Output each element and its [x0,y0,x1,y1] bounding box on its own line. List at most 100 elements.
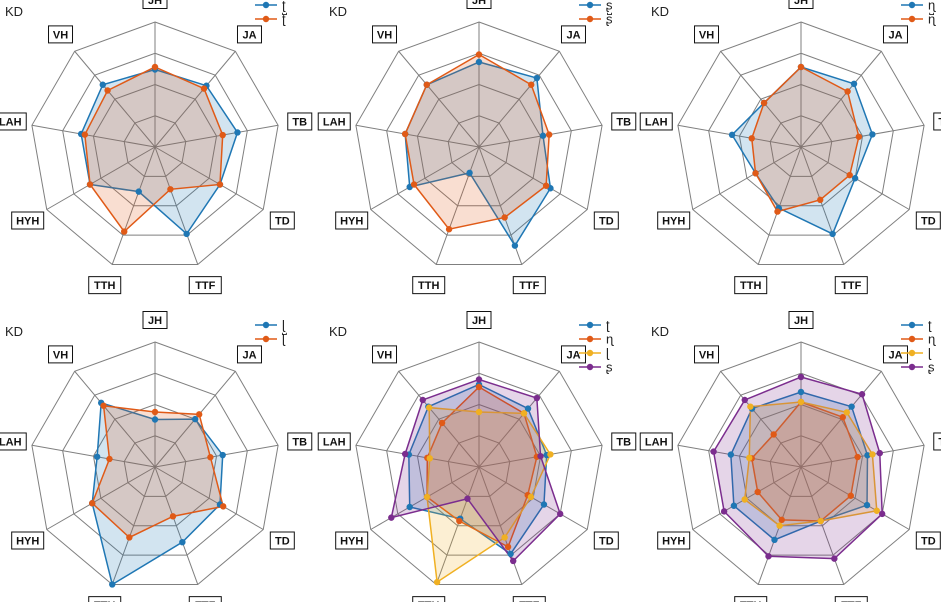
axis-label-box [657,211,691,230]
data-point [528,81,535,88]
axis-label-box [560,25,586,44]
axis-label-text: TTF [841,600,861,602]
axis-label-text: TTH [418,280,439,292]
axis-label-box [834,276,868,295]
legend-marker [586,1,594,9]
spoke [478,466,523,585]
grid-ring-2 [416,83,542,207]
axis-label-text: LAH [323,116,346,128]
data-point [195,411,203,418]
axis-label-text: JH [148,0,162,7]
data-point [839,414,846,421]
legend-label: ʈ [282,12,286,27]
data-point [106,455,113,463]
axis-label: JH [142,311,168,329]
data-point [545,131,553,138]
axis-label-box [593,211,619,230]
data-point [524,405,532,412]
panel-label: KD [651,4,669,19]
axis-label-text: TB [938,116,941,128]
axis-label: TTF [512,596,546,602]
data-point [850,80,858,88]
axis-label: JA [236,25,262,44]
spoke [154,466,264,530]
axis-label: HYH [335,531,369,550]
axis-label: TTF [512,276,546,295]
data-point [540,501,548,508]
axis-label-box [317,432,351,451]
spoke [478,50,560,148]
data-point [878,510,886,518]
legend-label: ɳ [928,12,936,27]
spoke [435,146,480,265]
legend-label: ɭ [606,346,610,361]
axis-label-box [142,311,168,329]
grid-ring-1 [769,435,833,497]
spoke [677,444,802,468]
data-point [876,449,883,457]
axis-label-box [466,311,492,329]
legend-label: ʂ [606,360,613,375]
data-point [542,182,550,189]
data-point [86,181,94,188]
data-point [121,228,128,235]
spoke [355,124,480,148]
axis-label-text: JA [242,349,256,361]
data-point [765,553,772,560]
legend: ɭ̺ɭ [255,318,287,347]
data-point [864,452,871,459]
series-area-2 [91,404,225,539]
legend-item: ʂ [901,360,935,375]
data-point [109,581,116,588]
axis-label-text: VH [53,29,68,41]
axis-label-text: VH [699,349,714,361]
legend-item: ʈ [255,12,286,27]
legend-label: ɳ [928,332,936,347]
grid-ring-4 [355,341,603,585]
axis-label-text: JH [472,0,486,7]
data-point [710,448,717,455]
grid-ring-3 [708,52,894,236]
data-point [754,488,761,496]
data-point [537,452,544,460]
panel-label: KD [5,324,23,339]
data-point [183,230,190,238]
data-point [151,408,159,416]
axis-label-text: HYH [662,216,685,228]
legend-marker [586,363,594,371]
axis-label: TD [593,211,619,230]
data-point [207,454,214,461]
legend-item: ɳ [901,332,936,347]
axis-label: VH [48,345,74,364]
axis-label-box [788,0,814,9]
grid-ring-3 [386,52,572,236]
data-point [748,135,755,142]
series-area-3 [743,401,878,527]
axis-label-box [188,596,222,602]
axis-label-text: TTH [94,600,115,602]
series-area-2 [750,401,859,522]
axis-label-text: JH [794,315,808,327]
legend-label: ʈ [606,318,610,333]
axis-label: TB [611,112,637,131]
series-area-3 [426,406,552,584]
axis-label-text: HYH [340,536,363,548]
data-point [829,230,836,238]
spoke [74,370,156,468]
axis-label-box [88,596,122,602]
axis-label-text: JA [888,29,902,41]
legend-item: ɭ̺ [255,318,287,335]
legend-item: ʂ [579,360,613,375]
data-point [778,516,785,524]
legend-label: ɭ [928,346,932,361]
data-point [797,373,805,381]
data-point [234,129,241,136]
spoke [111,146,156,265]
axis-label: TB [287,432,313,451]
series-area-1 [731,66,874,235]
spoke [111,466,156,585]
legend-item: ʈ [579,318,610,333]
axis-label-text: TD [599,536,614,548]
